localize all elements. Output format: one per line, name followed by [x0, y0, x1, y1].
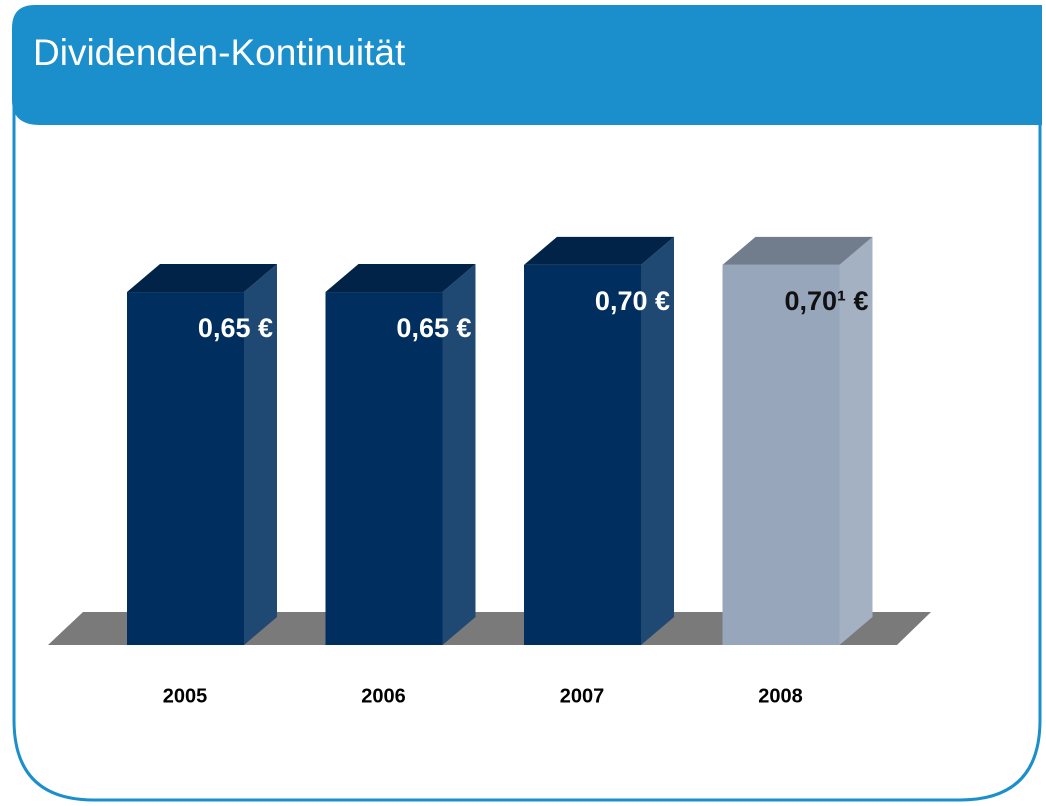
bar: [524, 264, 641, 645]
value-label: 0,70¹ €: [784, 286, 868, 316]
bar: [127, 292, 244, 645]
bar-top: [524, 236, 674, 265]
value-label: 0,65 €: [396, 313, 471, 343]
header-band: [12, 5, 1042, 125]
bar-side: [244, 264, 277, 645]
chart-title: Dividenden-Kontinuität: [33, 32, 406, 73]
bar-top: [722, 236, 873, 265]
value-label: 0,65 €: [198, 313, 273, 343]
bar-side: [442, 264, 476, 645]
bar-top: [127, 264, 277, 293]
x-tick-label: 2008: [758, 685, 803, 707]
x-tick-label: 2006: [361, 685, 406, 707]
x-tick-label: 2005: [163, 685, 208, 707]
bar: [722, 264, 840, 645]
bar-side: [641, 236, 674, 645]
bar-side: [839, 236, 873, 645]
bar-top: [325, 264, 476, 293]
x-tick-label: 2007: [560, 685, 605, 707]
value-label: 0,70 €: [595, 286, 670, 316]
bar: [325, 292, 443, 645]
